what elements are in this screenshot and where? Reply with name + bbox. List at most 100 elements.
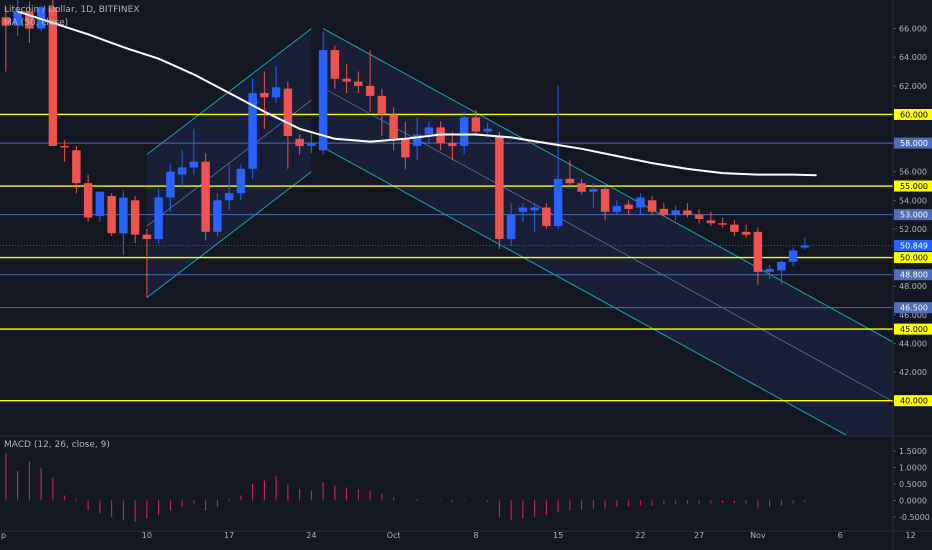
candle-body (224, 193, 234, 201)
price-tick-label: 52.000 (899, 225, 927, 234)
level-tag-label: 45.000 (900, 325, 928, 334)
time-tick-label: p (1, 531, 6, 540)
candle-body (342, 78, 351, 82)
candle-body (271, 87, 281, 98)
macd-tick-label: 1.0000 (899, 464, 927, 473)
macd-tick-label: 1.5000 (899, 447, 927, 456)
candle-body (13, 11, 22, 26)
candle-body (330, 50, 340, 79)
candle-body (412, 134, 422, 146)
candle-body (506, 214, 516, 239)
level-tag-bg (894, 209, 932, 221)
candle-body (25, 11, 34, 29)
time-tick-label: 24 (306, 531, 316, 540)
candle-body (201, 161, 210, 232)
macd-tick-label: 0.5000 (899, 480, 927, 489)
candle-body (765, 269, 774, 272)
candle-body (130, 200, 140, 235)
macd-tick-label: 0.0000 (899, 496, 927, 505)
candle-body (189, 161, 199, 168)
candle-body (107, 196, 116, 234)
time-tick-label: 22 (635, 531, 645, 540)
candle-body (730, 224, 739, 232)
candle-body (142, 234, 152, 239)
level-tag-label: 48.800 (900, 271, 928, 280)
candle-body (718, 223, 727, 225)
candle-body (283, 88, 293, 136)
candle-body (48, 7, 58, 146)
time-tick-label: 12 (906, 531, 916, 540)
candle-body (401, 138, 410, 158)
price-tick-label: 66.000 (899, 25, 927, 34)
macd-legend[interactable]: MACD (12, 26, close, 9) (4, 440, 110, 450)
level-tag-label: 46.500 (900, 304, 928, 313)
level-tag-bg (894, 323, 932, 335)
candle-body (788, 250, 798, 262)
down-channel-lower-line (322, 146, 847, 435)
last-price-tag-bg (894, 239, 932, 251)
candle-body (377, 95, 387, 115)
candle-body (600, 188, 610, 212)
candle-body (671, 210, 680, 215)
candle-body (659, 208, 669, 215)
candle-body (83, 183, 93, 218)
candle-body (95, 191, 105, 217)
candle-body (518, 207, 528, 212)
candle-body (800, 245, 810, 248)
candle-body (612, 206, 622, 212)
candle-body (577, 183, 586, 192)
time-tick-label: 8 (473, 531, 478, 540)
candle-body (1, 17, 11, 26)
price-tick-label: 48.000 (899, 282, 927, 291)
candle-body (565, 178, 575, 184)
time-tick-label: 10 (142, 531, 152, 540)
candle-body (589, 188, 598, 192)
level-tag-bg (894, 108, 932, 120)
time-tick-label: 15 (553, 531, 563, 540)
candle-body (706, 220, 716, 224)
candle-body (154, 197, 163, 239)
ma50-line (17, 10, 817, 177)
candle-body (753, 231, 763, 272)
candle-body (530, 207, 539, 211)
up-channel-lower-line (146, 171, 312, 299)
level-tag-bg (894, 395, 932, 407)
level-tag-bg (894, 302, 932, 314)
price-tick-label: 46.000 (899, 311, 927, 320)
candle-body (295, 138, 304, 146)
main-pane (0, 0, 893, 435)
time-tick-label: Oct (387, 531, 401, 540)
candle-body (119, 197, 128, 234)
price-tick-label: 62.000 (899, 82, 927, 91)
candle-body (354, 81, 363, 86)
level-tag-bg (894, 137, 932, 149)
candle-body (177, 167, 187, 175)
price-tick-label: 56.000 (899, 168, 927, 177)
level-tag-bg (894, 269, 932, 281)
candle-body (60, 145, 69, 148)
candle-body (683, 210, 692, 215)
candle-body (389, 114, 398, 139)
symbol-legend[interactable]: Litecoin / Dollar, 1D, BITFINEX (4, 5, 140, 15)
time-tick-label: 6 (838, 531, 843, 540)
candle-body (36, 7, 46, 29)
level-tag-label: 55.000 (900, 182, 928, 191)
level-tag-label: 58.000 (900, 139, 928, 148)
candle-body (777, 261, 786, 271)
ma-legend[interactable]: MA (50, close) (4, 18, 69, 28)
candle-body (260, 93, 269, 98)
candle-body (72, 150, 81, 184)
candle-body (542, 207, 551, 227)
candle-body (459, 117, 469, 146)
candle-body (741, 231, 751, 235)
candle-body (448, 143, 457, 146)
price-tick-label: 54.000 (899, 196, 927, 205)
candle-body (647, 200, 657, 212)
candle-body (636, 197, 645, 208)
macd-tick-label: -0.5000 (899, 513, 930, 522)
time-tick-label: 17 (224, 531, 234, 540)
level-tag-bg (894, 252, 932, 264)
last-price-tag-label: 50.849 (900, 241, 928, 250)
level-tag-label: 60.000 (900, 110, 928, 119)
